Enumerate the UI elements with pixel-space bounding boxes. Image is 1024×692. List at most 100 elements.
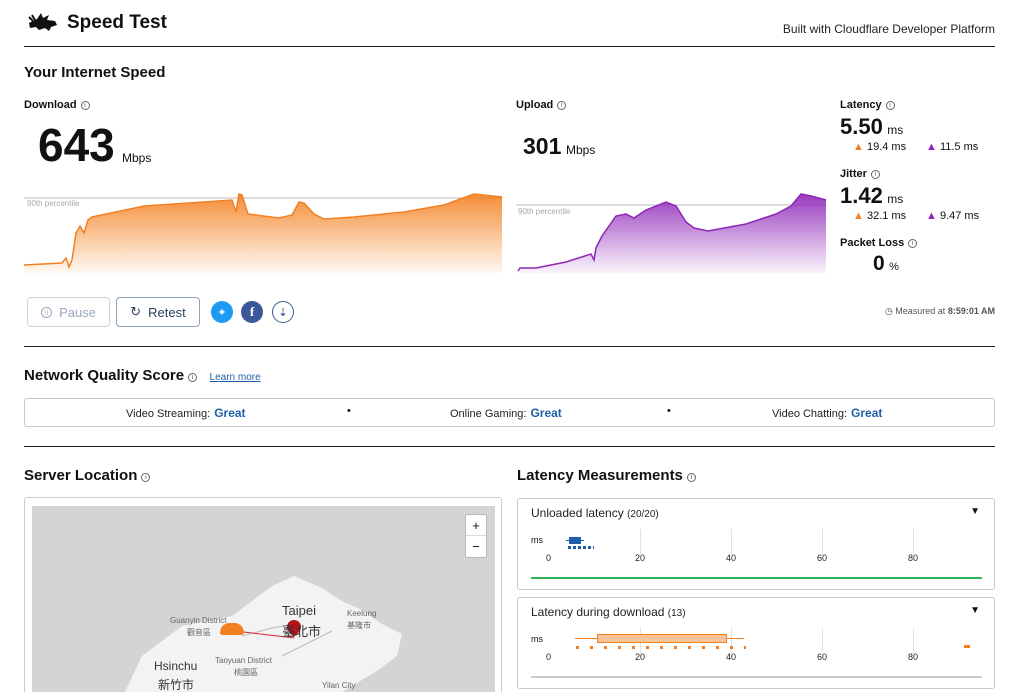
info-icon[interactable]: i: [908, 239, 918, 248]
download-points: [576, 646, 746, 649]
grid-line: [731, 529, 732, 555]
learn-more-link[interactable]: Learn more: [209, 372, 261, 383]
info-icon[interactable]: i: [870, 170, 880, 179]
jitter-value: 1.42 ms: [840, 183, 904, 208]
download-arrow-icon: ▲: [853, 141, 864, 153]
download-chart: [24, 193, 503, 273]
info-icon[interactable]: i: [557, 101, 567, 110]
unloaded-points: [568, 546, 594, 549]
grid-line: [731, 628, 732, 654]
map-label-taipei: Taipei: [282, 603, 316, 618]
axis-tick: 0: [546, 652, 552, 662]
map-zoom-controls: + −: [465, 514, 487, 558]
facebook-share-button[interactable]: f: [241, 301, 263, 323]
download-percentile-label: 90th percentile: [27, 199, 80, 208]
quality-video-chatting: Video Chatting: Great: [772, 406, 883, 420]
axis-tick: 60: [817, 652, 828, 662]
axis-unit: ms: [531, 634, 543, 644]
map-label-guanyin-zh: 觀音區: [187, 628, 211, 637]
grid-line: [913, 628, 914, 654]
quality-online-gaming: Online Gaming: Great: [450, 406, 562, 420]
latency-down: ▲ 19.4 ms: [853, 141, 907, 153]
twitter-icon: ✦: [217, 306, 227, 319]
quality-video-streaming: Video Streaming: Great: [126, 406, 246, 420]
packet-loss-value: 0 %: [873, 252, 899, 275]
map-label-yilan: Yilan City: [322, 681, 356, 690]
panel-title: Unloaded latency (20/20): [531, 506, 659, 520]
retest-button[interactable]: ↻ Retest: [116, 297, 200, 327]
download-area: [24, 194, 502, 273]
pause-button[interactable]: || Pause: [27, 297, 110, 327]
download-outlier: [964, 645, 970, 648]
map-canvas[interactable]: Taipei 臺北市 Keelung 基隆市 Guanyin District …: [32, 506, 495, 692]
download-boxplot: [597, 634, 727, 643]
grid-line: [822, 529, 823, 555]
download-unit: Mbps: [122, 151, 152, 165]
clock-icon: ◷: [884, 306, 893, 316]
rabbit-logo-icon: [28, 13, 57, 31]
axis-unit: ms: [531, 535, 543, 545]
grid-line: [822, 628, 823, 654]
info-icon[interactable]: i: [80, 101, 90, 110]
map-frame: Taipei 臺北市 Keelung 基隆市 Guanyin District …: [24, 497, 502, 692]
upload-line: [517, 193, 827, 272]
server-location-title: Server Location i: [24, 467, 151, 485]
info-icon[interactable]: i: [686, 473, 696, 482]
section-divider: [24, 346, 995, 347]
map-label-taoyuan-zh: 桃園區: [234, 668, 258, 677]
grid-line: [913, 529, 914, 555]
info-icon[interactable]: i: [885, 101, 895, 110]
upload-area: [518, 194, 826, 273]
speed-section-title: Your Internet Speed: [24, 64, 166, 81]
section-divider: [24, 446, 995, 447]
separator-dot: •: [667, 405, 671, 417]
info-icon[interactable]: i: [141, 473, 151, 482]
download-results-button[interactable]: ⇣: [272, 301, 294, 323]
download-arrow-icon: ▲: [853, 210, 864, 222]
twitter-share-button[interactable]: ✦: [211, 301, 233, 323]
zoom-out-button[interactable]: −: [472, 539, 480, 554]
download-value: 643: [38, 119, 115, 171]
info-icon[interactable]: i: [188, 373, 198, 382]
map-label-taoyuan: Taoyuan District: [215, 656, 272, 665]
latency-up: ▲ 11.5 ms: [926, 141, 979, 153]
packet-loss-label: Packet Loss i: [840, 237, 918, 249]
built-with-link[interactable]: Built with Cloudflare Developer Platform: [782, 22, 995, 36]
map-label-taipei-zh: 臺北市: [282, 624, 322, 639]
expand-chevron-icon[interactable]: ▼: [970, 506, 980, 517]
map-label-keelung-zh: 基隆市: [347, 621, 371, 630]
grid-line: [640, 529, 641, 555]
pause-icon: ||: [41, 306, 53, 318]
axis-tick: 40: [726, 553, 737, 563]
expand-chevron-icon[interactable]: ▼: [970, 605, 980, 616]
download-line: [24, 193, 503, 270]
download-latency-panel: Latency during download (13) ▼ ms 0 20 4…: [517, 597, 995, 689]
map-label-hsinchu: Hsinchu: [154, 659, 198, 673]
jitter-up: ▲ 9.47 ms: [926, 210, 980, 222]
latency-measurements-title: Latency Measurements i: [517, 467, 696, 485]
map-label-guanyin: Guanyin District: [170, 616, 227, 625]
cloudflare-cloud-icon: [220, 623, 244, 635]
quality-scores-box: Video Streaming: Great • Online Gaming: Gr…: [24, 398, 995, 427]
axis-tick: 80: [908, 553, 919, 563]
measured-at: ◷ Measured at 8:59:01 AM: [884, 306, 995, 316]
axis-tick: 60: [817, 553, 828, 563]
upload-label: Upload i: [516, 99, 567, 111]
axis-tick: 20: [635, 652, 646, 662]
map-label-keelung: Keelung: [347, 609, 377, 618]
app-logo: [27, 11, 59, 33]
quality-bar: [531, 577, 982, 579]
panel-title: Latency during download (13): [531, 605, 686, 619]
jitter-down: ▲ 32.1 ms: [853, 210, 907, 222]
zoom-in-button[interactable]: +: [466, 515, 486, 536]
upload-percentile-label: 90th percentile: [518, 207, 571, 216]
quality-title: Network Quality Score i Learn more: [24, 367, 261, 384]
separator-dot: •: [347, 405, 351, 417]
upload-arrow-icon: ▲: [926, 210, 937, 222]
upload-value: 301: [523, 133, 562, 159]
unloaded-whisker: [566, 540, 584, 541]
map-landmass: [124, 576, 402, 692]
axis-tick: 80: [908, 652, 919, 662]
route-line: [234, 630, 295, 639]
axis-tick: 0: [546, 553, 552, 563]
